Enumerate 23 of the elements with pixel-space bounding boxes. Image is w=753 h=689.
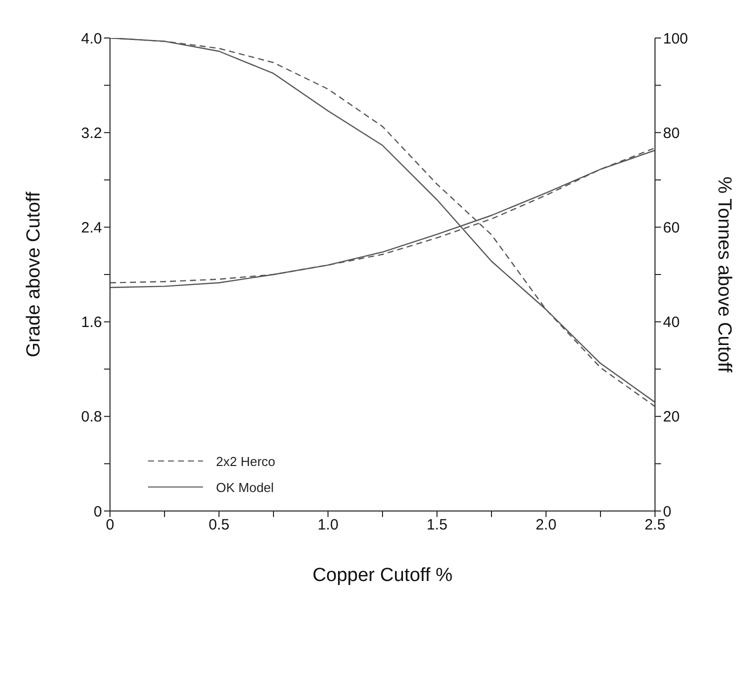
- y-tick-label: 2.4: [81, 220, 102, 237]
- x-axis-title: Copper Cutoff %: [312, 565, 453, 586]
- y2-tick-label: 0: [663, 503, 672, 520]
- x-tick-label: 1.0: [318, 516, 338, 534]
- y2-tick-label: 60: [663, 220, 680, 237]
- y-tick-label: 0: [94, 503, 102, 520]
- y2-tick-label: 100: [663, 30, 688, 48]
- y-tick-label: 1.6: [81, 314, 102, 332]
- y2-tick-label: 20: [663, 408, 680, 426]
- x-tick-label: 0.5: [208, 516, 230, 534]
- x-tick-label: 1.5: [426, 516, 448, 534]
- y-axis-title: Grade above Cutoff: [24, 191, 45, 358]
- x-tick-label: 0: [106, 516, 114, 534]
- y-tick-label: 3.2: [81, 124, 102, 142]
- legend-label: 2x2 Herco: [216, 454, 276, 468]
- x-tick-label: 2.5: [644, 516, 666, 534]
- y2-tick-label: 40: [663, 314, 680, 332]
- x-tick-label: 2.0: [536, 516, 556, 534]
- y2-tick-label: 80: [663, 124, 680, 142]
- y-tick-label: 0.8: [81, 408, 102, 426]
- y2-axis-title: % Tonnes above Cutoff: [713, 176, 734, 374]
- y-tick-label: 4.0: [81, 30, 102, 48]
- legend-label: OK Model: [216, 480, 274, 494]
